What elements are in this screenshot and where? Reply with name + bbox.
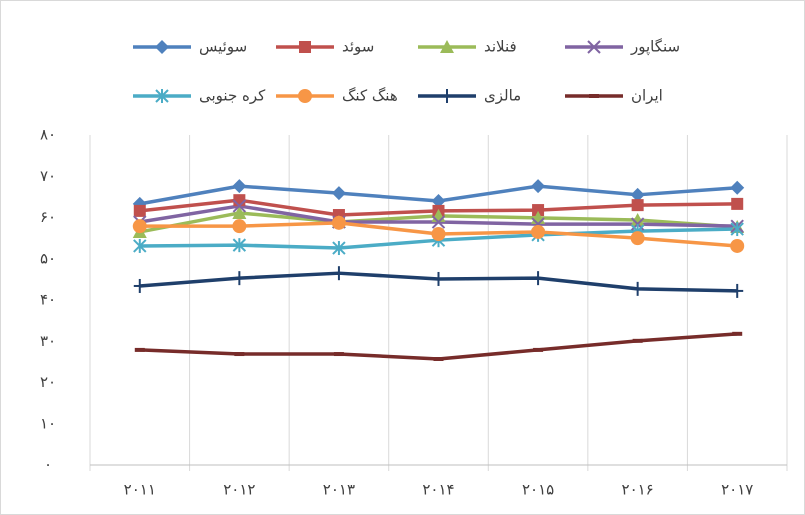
marker-shape [532,204,545,217]
legend-label: مالزی [484,87,521,105]
y-tick-label: ۱۰ [40,414,56,432]
marker-shape [331,215,346,230]
marker-stroke [431,215,446,229]
x-tick-label: ۲۰۱۱ [124,481,156,499]
y-tick-label: ۷۰ [40,167,56,185]
marker [155,40,169,54]
marker-shape [531,224,546,239]
marker-shape [299,41,311,53]
y-tick-label: ۰ [44,456,52,474]
marker [631,199,644,212]
marker-shape [630,212,645,226]
marker [532,204,545,217]
marker [532,271,545,286]
marker [232,238,247,253]
marker-stroke [232,199,247,213]
marker-shape [233,194,246,207]
marker-shape [730,180,745,195]
marker [431,215,446,229]
legend-label: ایران [631,87,663,105]
marker [232,199,247,213]
marker-shape [155,40,169,54]
x-tick-label: ۲۰۱۶ [622,481,654,499]
marker-shape [531,179,546,194]
legend-label: هنگ کنگ [342,87,398,105]
legend-label: سوئیس [199,38,247,56]
marker [630,231,645,246]
marker [531,224,546,239]
y-tick-label: ۴۰ [40,291,56,309]
marker [630,212,645,226]
marker [730,180,745,195]
marker-shape [232,219,247,234]
marker [440,40,454,53]
legend-label: فنلاند [484,38,517,56]
marker [233,271,246,286]
marker [441,89,453,103]
marker-shape [298,89,312,103]
marker [631,281,644,296]
marker [332,266,345,281]
marker [731,283,744,298]
y-tick-label: ۲۰ [40,373,56,391]
marker-shape [133,204,146,217]
marker-shape [331,186,346,201]
marker [431,194,446,208]
marker [531,179,546,194]
legend-label: سنگاپور [630,38,680,57]
y-tick-label: ۳۰ [40,332,56,350]
marker [155,89,169,103]
marker [133,278,146,293]
x-tick-label: ۲۰۱۳ [323,481,355,499]
marker [232,179,247,194]
x-tick-label: ۲۰۱۲ [223,481,255,499]
y-tick-label: ۸۰ [40,126,56,144]
marker-shape [431,227,446,241]
marker [431,227,446,241]
marker-shape [631,199,644,212]
marker-shape [731,197,744,210]
y-tick-label: ۶۰ [40,208,56,226]
marker [232,219,247,234]
marker-shape [431,194,446,208]
marker [730,238,745,253]
marker-shape [232,179,247,194]
marker [133,238,147,253]
marker [730,222,744,237]
marker [432,271,445,286]
marker [233,194,246,207]
y-tick-label: ۵۰ [40,249,56,267]
marker [587,40,601,54]
marker [331,186,346,201]
marker [132,219,147,234]
marker [133,204,146,217]
marker-shape [440,40,454,53]
marker-shape [132,219,147,234]
marker-stroke [587,40,601,54]
marker-shape [630,187,645,202]
marker [299,41,311,53]
marker-shape [630,231,645,246]
legend-label: کره جنوبی [199,87,266,105]
marker [731,197,744,210]
marker [298,89,312,103]
x-tick-label: ۲۰۱۷ [721,481,753,499]
marker [332,241,346,256]
marker [630,187,645,202]
marker [331,215,346,230]
marker-shape [232,205,247,219]
x-tick-label: ۲۰۱۵ [522,481,554,499]
marker-shape [730,238,745,253]
x-tick-label: ۲۰۱۴ [422,481,454,499]
legend-label: سوئد [342,38,374,56]
marker [232,205,247,219]
